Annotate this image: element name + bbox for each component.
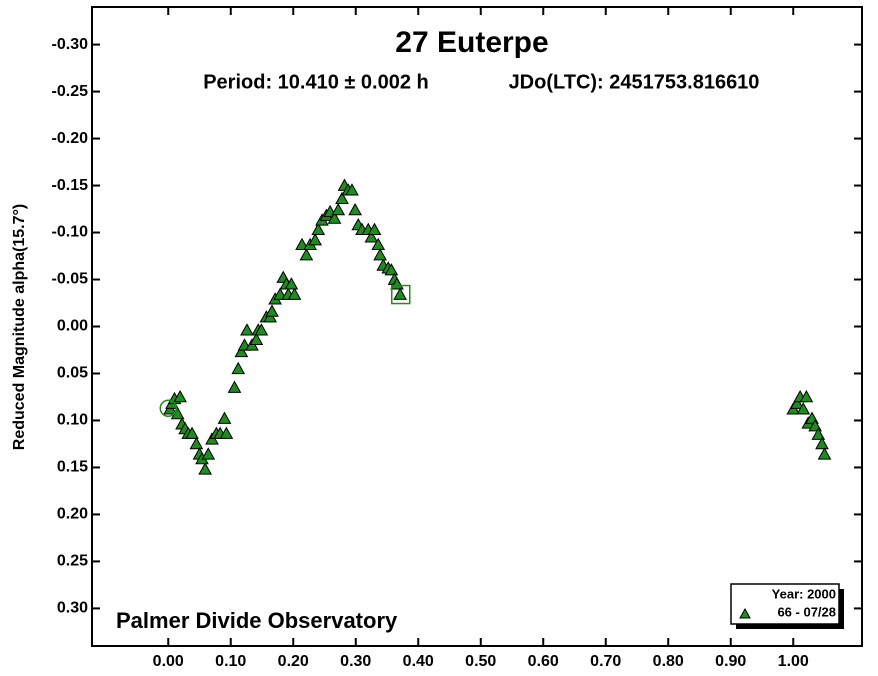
y-tick-label: -0.20 — [52, 130, 89, 147]
y-tick-label: 0.20 — [57, 506, 88, 523]
chart-title: 27 Euterpe — [395, 26, 548, 59]
data-point — [189, 436, 204, 450]
data-point — [249, 332, 264, 345]
data-point — [348, 202, 362, 216]
data-point — [217, 411, 232, 424]
legend-marker — [739, 607, 751, 619]
data-point — [345, 183, 359, 196]
data-point — [287, 287, 302, 300]
x-tick-label: 0.30 — [340, 653, 371, 670]
x-tick-label: 0.70 — [590, 653, 621, 670]
data-point — [231, 361, 246, 375]
x-tick-label: 0.40 — [403, 653, 434, 670]
data-point — [240, 323, 254, 336]
y-tick-label: -0.15 — [52, 177, 89, 194]
data-point — [815, 436, 829, 450]
y-tick-label: 0.25 — [57, 553, 88, 570]
data-point — [390, 277, 404, 290]
epoch: JDo(LTC): 2451753.816610 — [509, 71, 760, 93]
y-tick-label: -0.05 — [52, 271, 89, 288]
data-point — [393, 287, 407, 300]
y-tick-label: -0.30 — [52, 36, 89, 53]
data-point — [265, 304, 279, 317]
x-tick-label: 0.50 — [465, 653, 496, 670]
data-point — [311, 222, 326, 236]
start-marker — [159, 399, 177, 418]
data-point — [284, 277, 299, 290]
subtitle: Period: 10.410 ± 0.002 h — [203, 71, 429, 93]
x-tick-label: 0.60 — [528, 653, 559, 670]
data-point — [799, 389, 814, 403]
plot-frame — [91, 6, 863, 647]
data-point — [364, 230, 379, 243]
x-tick-label: 0.90 — [715, 653, 746, 670]
y-tick-label: -0.25 — [52, 83, 89, 100]
y-axis-label: Reduced Magnitude alpha(15.7°) — [11, 204, 28, 450]
data-point — [295, 237, 309, 251]
y-tick-label: 0.00 — [57, 318, 88, 335]
data-point — [373, 248, 387, 261]
data-point — [371, 237, 386, 251]
x-tick-label: 0.80 — [653, 653, 684, 670]
data-point — [796, 402, 811, 415]
data-point — [201, 447, 216, 460]
data-point — [331, 202, 346, 216]
x-tick-label: 1.00 — [778, 653, 809, 670]
y-tick-label: 0.30 — [57, 600, 88, 617]
data-point — [308, 233, 322, 246]
legend-label: 66 - 07/28 — [777, 604, 836, 619]
data-point — [811, 427, 826, 440]
y-tick-label: 0.15 — [57, 459, 88, 476]
legend-title: Year: 2000 — [772, 586, 836, 601]
data-point — [327, 211, 342, 224]
data-point — [273, 287, 287, 300]
end-marker — [391, 284, 411, 305]
data-point — [335, 191, 349, 204]
data-point — [817, 447, 832, 460]
data-point — [367, 222, 382, 236]
data-point — [173, 389, 187, 403]
data-point — [227, 380, 242, 393]
data-point — [299, 248, 314, 261]
x-tick-label: 0.00 — [153, 653, 184, 670]
data-point — [185, 426, 199, 439]
x-tick-label: 0.10 — [215, 653, 246, 670]
y-tick-label: 0.05 — [57, 365, 88, 382]
data-point — [198, 462, 212, 475]
data-point — [234, 344, 249, 358]
data-point — [254, 323, 269, 336]
annotation: Palmer Divide Observatory — [116, 608, 398, 633]
data-point — [219, 426, 234, 439]
x-tick-label: 0.20 — [278, 653, 309, 670]
data-point — [790, 396, 804, 409]
y-tick-label: -0.10 — [52, 224, 89, 241]
data-point — [384, 263, 399, 276]
y-tick-label: 0.10 — [57, 412, 88, 429]
